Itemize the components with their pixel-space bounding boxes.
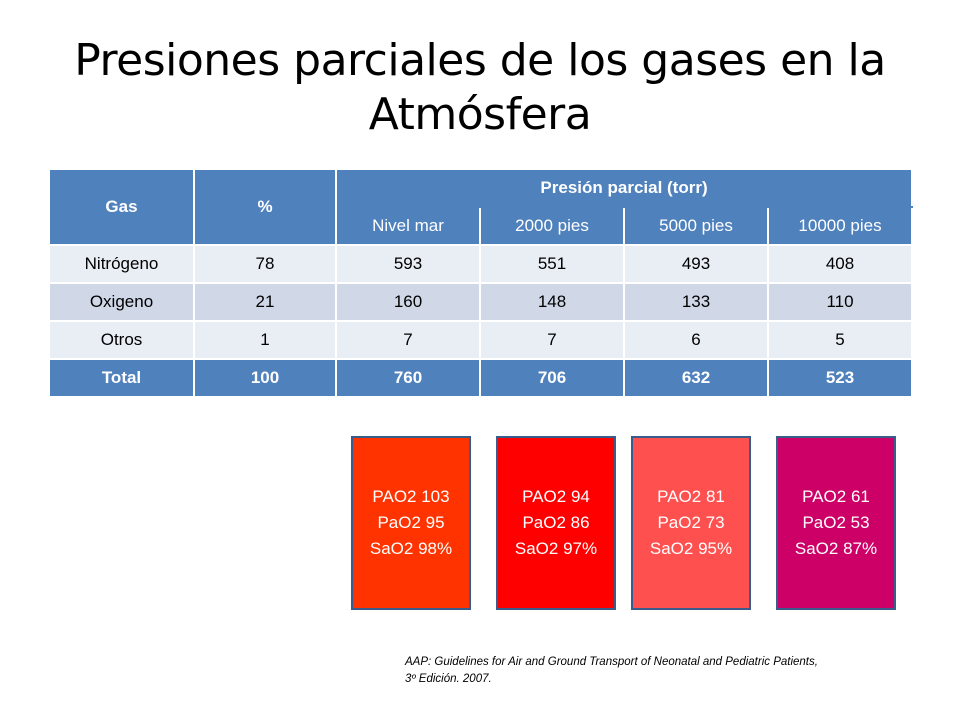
header-percent: %: [193, 168, 337, 246]
cell-value: 408: [766, 244, 914, 284]
box-line-pao2-arterial: PaO2 86: [522, 513, 590, 532]
cell-value: 7: [479, 320, 625, 360]
cell-value: 493: [623, 244, 769, 284]
box-line-sao2: SaO2 87%: [794, 539, 878, 558]
cell-value: 6: [623, 320, 769, 360]
cell-value: 706: [479, 358, 625, 398]
box-line-pao2: PAO2 61: [802, 487, 870, 506]
table-row-oxygen: Oxigeno 21 160 148 133 110: [48, 282, 914, 322]
box-line-pao2: PAO2 103: [372, 487, 450, 506]
table-row-others: Otros 1 7 7 6 5: [48, 320, 914, 360]
box-line-sao2: SaO2 97%: [514, 539, 598, 558]
header-level-sea: Nivel mar: [335, 206, 481, 246]
cell-value: 7: [335, 320, 481, 360]
cell-percent: 21: [193, 282, 337, 322]
cell-value: 551: [479, 244, 625, 284]
citation-line-1: AAP: Guidelines for Air and Ground Trans…: [405, 656, 818, 668]
cell-value: 632: [623, 358, 769, 398]
cell-value: 523: [766, 358, 914, 398]
cell-percent: 1: [193, 320, 337, 360]
gas-pressure-table: Gas % Presión parcial (torr) Nivel mar 2…: [48, 168, 914, 398]
header-partial-pressure: Presión parcial (torr): [334, 168, 914, 208]
cell-value: 133: [623, 282, 769, 322]
cell-value: 110: [766, 282, 914, 322]
cell-percent: 100: [193, 358, 337, 398]
header-level-5000: 5000 pies: [623, 206, 769, 246]
oxygen-box-10000ft: PAO2 61 PaO2 53 SaO2 87%: [776, 436, 896, 610]
box-line-pao2: PAO2 94: [522, 487, 590, 506]
oxygen-box-sea-level: PAO2 103 PaO2 95 SaO2 98%: [351, 436, 471, 610]
box-line-pao2-arterial: PaO2 95: [377, 513, 445, 532]
table-row-nitrogen: Nitrógeno 78 593 551 493 408: [48, 244, 914, 284]
oxygen-box-2000ft: PAO2 94 PaO2 86 SaO2 97%: [496, 436, 616, 610]
box-line-sao2: SaO2 95%: [649, 539, 733, 558]
cell-gas: Nitrógeno: [48, 244, 195, 284]
cell-value: 5: [766, 320, 914, 360]
header-level-10000: 10000 pies: [766, 206, 914, 246]
cell-gas: Otros: [48, 320, 195, 360]
box-line-sao2: SaO2 98%: [369, 539, 453, 558]
cell-percent: 78: [193, 244, 337, 284]
header-level-2000: 2000 pies: [479, 206, 625, 246]
cell-gas: Oxigeno: [48, 282, 195, 322]
slide-title: Presiones parciales de los gases en la A…: [74, 35, 886, 140]
box-line-pao2: PAO2 81: [657, 487, 725, 506]
citation-line-2: 3º Edición. 2007.: [405, 673, 492, 685]
cell-gas: Total: [48, 358, 195, 398]
citation: AAP: Guidelines for Air and Ground Trans…: [405, 654, 925, 688]
box-line-pao2-arterial: PaO2 73: [657, 513, 725, 532]
header-gas: Gas: [48, 168, 195, 246]
cell-value: 760: [335, 358, 481, 398]
cell-value: 160: [335, 282, 481, 322]
cell-value: 148: [479, 282, 625, 322]
box-line-pao2-arterial: PaO2 53: [802, 513, 870, 532]
oxygen-box-5000ft: PAO2 81 PaO2 73 SaO2 95%: [631, 436, 751, 610]
table-row-total: Total 100 760 706 632 523: [48, 358, 914, 398]
cell-value: 593: [335, 244, 481, 284]
